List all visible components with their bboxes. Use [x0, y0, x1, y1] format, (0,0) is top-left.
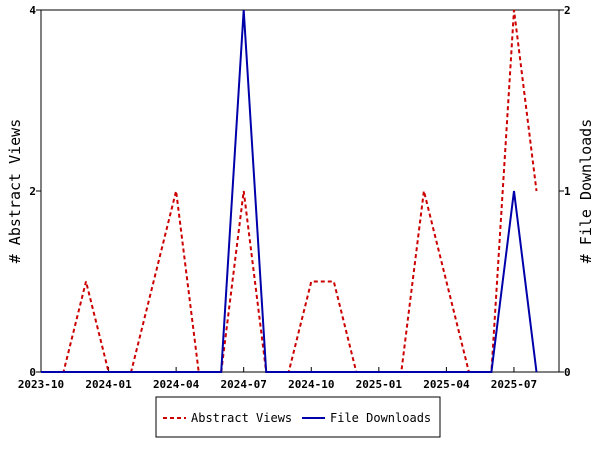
labels-layer: 2023-10 2024-01 2024-04 2024-07 2024-10 2025-…: [18, 4, 571, 391]
x-tick-label: 2025-04: [423, 378, 470, 391]
plot-area: [40, 9, 560, 373]
series-layer: [41, 9, 538, 373]
legend-label-file-downloads: File Downloads: [330, 411, 431, 425]
series-line-file-downloads: [41, 9, 538, 373]
y-tick-label: 0: [29, 366, 36, 379]
y2-tick-label: 0: [564, 366, 571, 379]
y-axis-title: # Abstract Views: [6, 119, 24, 264]
x-tick-label: 2024-10: [288, 378, 334, 391]
legend: Abstract Views File Downloads: [155, 396, 441, 438]
y2-tick-label: 1: [564, 185, 571, 198]
y-tick-label: 4: [29, 4, 36, 17]
legend-label-abstract-views: Abstract Views: [191, 411, 292, 425]
x-tick-label: 2025-07: [491, 378, 537, 391]
x-tick-label: 2024-01: [85, 378, 132, 391]
legend-box: [155, 396, 441, 438]
y-tick-label: 2: [29, 185, 36, 198]
x-tick-label: 2025-01: [356, 378, 403, 391]
y2-axis-title: # File Downloads: [577, 119, 595, 264]
y2-tick-label: 2: [564, 4, 571, 17]
x-tick-label: 2024-04: [153, 378, 200, 391]
x-tick-label: 2023-10: [18, 378, 64, 391]
x-tick-label: 2024-07: [221, 378, 267, 391]
